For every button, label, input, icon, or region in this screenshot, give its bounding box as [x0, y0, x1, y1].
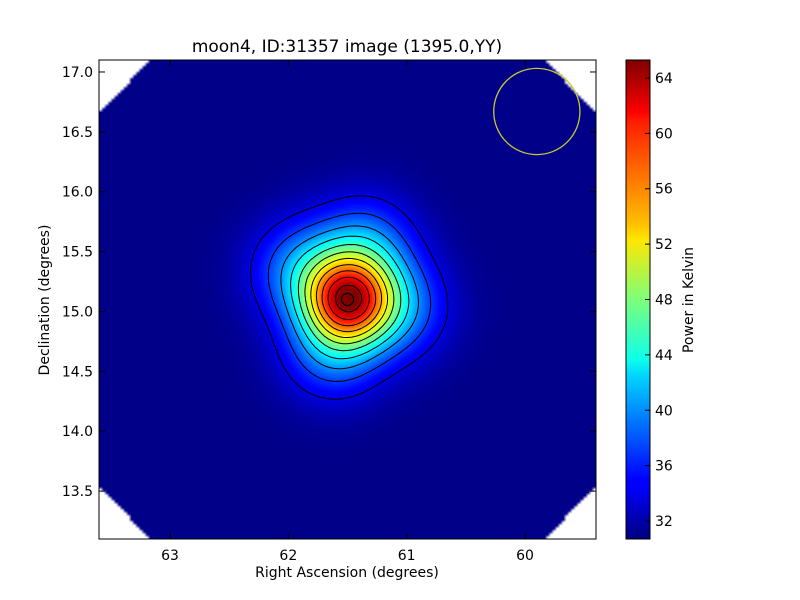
y-tick-label: 15.5: [62, 245, 93, 261]
colorbar-ticks: 32 36 40 44 48 52 56 60 64: [645, 71, 673, 530]
contour-layer: [250, 195, 449, 400]
chart-title: moon4, ID:31357 image (1395.0,YY): [192, 37, 502, 57]
x-axis-label: Right Ascension (degrees): [255, 565, 439, 581]
x-axis-ticks: 63 62 61 60: [161, 60, 534, 564]
beam-circle: [493, 67, 581, 156]
contour-line: [267, 212, 432, 382]
y-tick-label: 13.5: [62, 484, 93, 500]
y-tick-label: 16.5: [62, 125, 93, 141]
y-tick-label: 14.5: [62, 364, 93, 380]
y-tick-label: 15.0: [62, 304, 93, 320]
x-tick-label: 62: [279, 548, 297, 564]
colorbar-tick-label: 44: [655, 348, 673, 364]
contour-line: [327, 276, 370, 320]
colorbar-tick-label: 52: [655, 237, 673, 253]
source-marker-circle: [340, 292, 355, 307]
y-tick-label: 17.0: [62, 65, 93, 81]
x-tick-label: 61: [398, 548, 416, 564]
x-tick-label: 60: [516, 548, 534, 564]
contour-line: [280, 225, 419, 370]
colorbar-tick-label: 64: [655, 71, 673, 87]
contour-line: [290, 235, 410, 360]
colorbar-tick-label: 32: [655, 514, 673, 530]
colorbar-tick-label: 60: [655, 126, 673, 142]
x-tick-label: 63: [161, 548, 179, 564]
contour-line: [304, 251, 395, 345]
contour-line: [321, 270, 377, 327]
heatmap-image: [99, 60, 596, 539]
colorbar-tick-label: 56: [655, 182, 673, 198]
y-tick-label: 14.0: [62, 424, 93, 440]
colorbar-tick-label: 48: [655, 293, 673, 309]
plot-frame: [98, 59, 597, 540]
contour-line: [297, 244, 402, 352]
y-axis-label: Declination (degrees): [37, 225, 53, 376]
y-tick-label: 16.0: [62, 185, 93, 201]
contour-line: [310, 257, 389, 338]
colorbar-tick-label: 36: [655, 459, 673, 475]
colorbar-label: Power in Kelvin: [681, 247, 697, 353]
y-axis-ticks: 13.5 14.0 14.5 15.0 15.5 16.0 16.5 17.0: [62, 65, 596, 500]
colorbar-tick-label: 40: [655, 403, 673, 419]
contour-line: [315, 264, 383, 333]
contour-line: [335, 284, 363, 313]
contour-line: [250, 195, 449, 400]
